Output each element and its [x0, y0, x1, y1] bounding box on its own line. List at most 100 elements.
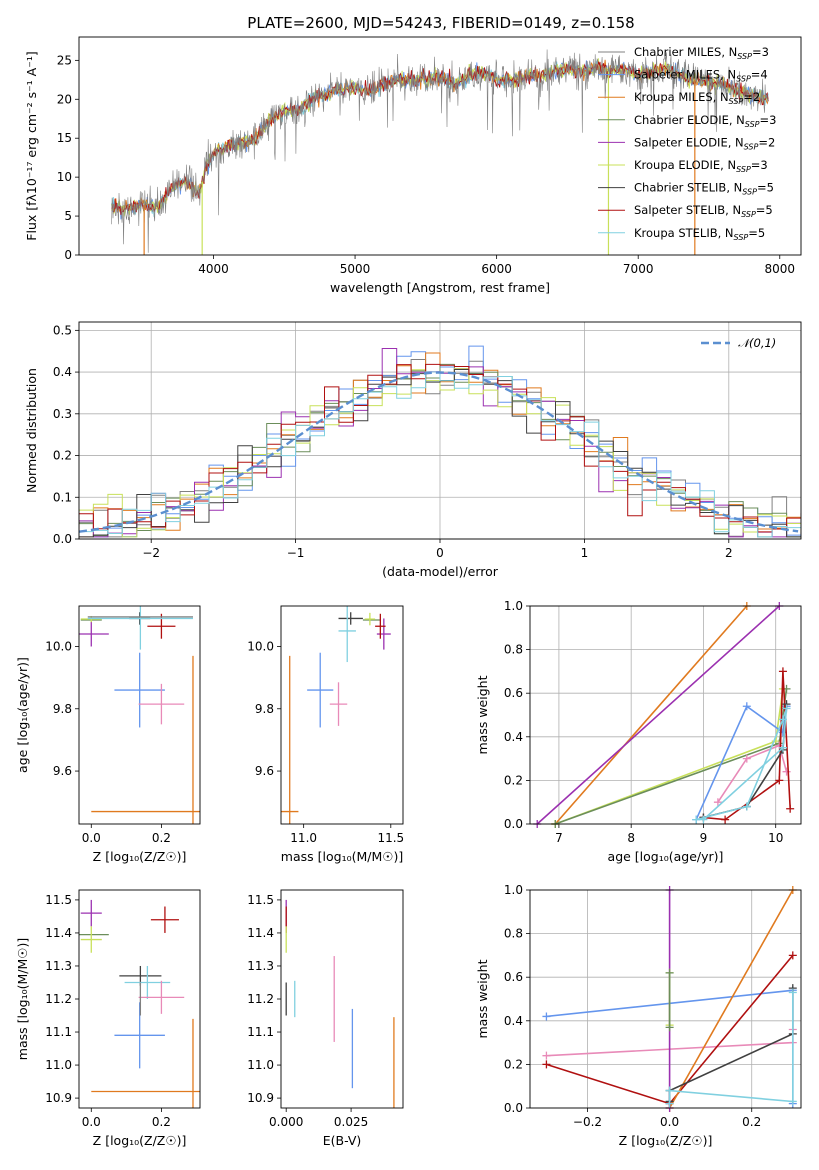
x-tick-label: −0.2 — [573, 1115, 602, 1129]
x-tick-label: 7 — [555, 831, 563, 845]
y-tick-label: 10.9 — [247, 1091, 274, 1105]
y-tick-label: 11.1 — [45, 1025, 72, 1039]
y-tick-label: 0.4 — [504, 730, 523, 744]
legend-entry: Kroupa STELIB, NSSP=5 — [634, 226, 765, 242]
series-marker — [665, 1099, 674, 1108]
series-marker — [542, 1051, 551, 1060]
legend-entry: Chabrier MILES, NSSP=3 — [634, 45, 769, 61]
histogram-series — [79, 371, 801, 538]
series-marker — [778, 667, 787, 676]
series-line — [668, 889, 794, 1109]
y-tick-label: 10.0 — [247, 639, 274, 653]
y-tick-label: 0.3 — [53, 407, 72, 421]
x-axis-label: (data-model)/error — [382, 564, 499, 579]
x-tick-label: 0.0 — [82, 831, 101, 845]
y-tick-label: 0.0 — [53, 532, 72, 546]
x-tick-label: 0.2 — [742, 1115, 761, 1129]
axes-frame — [78, 321, 802, 540]
y-axis-label: age [log₁₀(age/yr)] — [15, 657, 30, 773]
legend-entry: Salpeter STELIB, NSSP=5 — [634, 203, 773, 219]
series-marker — [542, 1060, 551, 1069]
series-marker — [775, 776, 784, 785]
series-marker — [782, 704, 791, 713]
y-tick-label: 15 — [57, 131, 72, 145]
y-tick-label: 0.0 — [504, 1101, 523, 1115]
x-tick-label: 0.0 — [82, 1115, 101, 1129]
y-tick-label: 11.2 — [45, 992, 72, 1006]
legend-entry: Chabrier STELIB, NSSP=5 — [634, 181, 774, 197]
x-tick-label: 1 — [581, 546, 589, 560]
y-axis-label: mass [log₁₀(M/M☉)] — [15, 938, 30, 1060]
errorbar-group — [79, 899, 200, 1108]
y-tick-label: 11.3 — [45, 959, 72, 973]
spectrum-lines — [111, 49, 769, 255]
errorbar-group — [281, 606, 391, 824]
spectrum-data — [111, 49, 769, 253]
y-tick-label: 10.9 — [45, 1091, 72, 1105]
legend-entry: 𝒩(0,1) — [738, 336, 776, 350]
age-vs-Z-panel: 0.0 0.2 9.6 9.8 10.0 Z [log₁₀(Z/Z☉)] age [log₁… — [15, 605, 201, 864]
axes-frame — [78, 889, 201, 1109]
x-tick-label: 11.5 — [377, 831, 404, 845]
legend-entry: Kroupa ELODIE, NSSP=3 — [634, 158, 768, 174]
x-tick-label: 0 — [436, 546, 444, 560]
y-tick-label: 10 — [57, 170, 72, 184]
x-tick-label: 2 — [725, 546, 733, 560]
x-tick-label: 0.2 — [152, 1115, 171, 1129]
massweight-vs-Z-panel: −0.2 0.0 0.2 0.0 0.2 0.4 0.6 0.8 1.0 Z [log₁₀(Z/Z… — [475, 883, 802, 1148]
legend-entry: Kroupa MILES, NSSP=2 — [634, 90, 760, 106]
axes-frame — [529, 889, 802, 1109]
y-tick-label: 9.8 — [53, 702, 72, 716]
series-line — [554, 605, 748, 825]
series-marker — [713, 798, 722, 807]
y-tick-label: 20 — [57, 92, 72, 106]
y-tick-label: 11.1 — [247, 1025, 274, 1039]
x-tick-label: −2 — [142, 546, 160, 560]
x-axis-label: Z [log₁₀(Z/Z☉)] — [93, 849, 187, 864]
y-tick-label: 0 — [64, 248, 72, 262]
y-tick-label: 1.0 — [504, 883, 523, 897]
series-marker — [692, 815, 701, 824]
y-tick-label: 11.3 — [247, 959, 274, 973]
age-vs-mass-panel: 11.0 11.5 9.6 9.8 10.0 mass [log₁₀(M/M☉)] — [247, 605, 404, 864]
x-tick-label: 11.0 — [290, 831, 317, 845]
y-axis-label: mass weight — [475, 675, 490, 754]
y-tick-label: 5 — [64, 209, 72, 223]
series-marker — [788, 1097, 797, 1106]
y-tick-label: 0.8 — [504, 927, 523, 941]
x-tick-label: 10 — [768, 831, 783, 845]
series-marker — [782, 767, 791, 776]
y-tick-label: 0.6 — [504, 686, 523, 700]
x-axis-label: Z [log₁₀(Z/Z☉)] — [93, 1133, 187, 1148]
x-tick-label: 8000 — [764, 262, 795, 276]
y-axis-label: Normed distribution — [24, 368, 39, 493]
y-tick-label: 11.2 — [247, 992, 274, 1006]
x-tick-label: 0.2 — [152, 831, 171, 845]
x-tick-label: 9 — [700, 831, 708, 845]
errorbar-group — [285, 899, 395, 1108]
legend-entry: Salpeter ELODIE, NSSP=2 — [634, 135, 775, 151]
figure-title: PLATE=2600, MJD=54243, FIBERID=0149, z=0… — [247, 14, 634, 32]
y-axis-label: Flux [fλ10⁻¹⁷ erg cm⁻² s⁻¹ A⁻¹] — [24, 51, 39, 240]
series-marker — [665, 1086, 674, 1095]
line-group — [533, 602, 795, 828]
spectrum-panel: 4000 5000 6000 7000 8000 0 5 10 15 20 25 wavelength… — [24, 36, 802, 295]
axes-frame — [78, 605, 201, 825]
series-marker — [742, 754, 751, 763]
x-tick-label: 8 — [627, 831, 635, 845]
histogram-steps — [79, 345, 801, 538]
series-line — [536, 605, 780, 825]
x-axis-label: mass [log₁₀(M/M☉)] — [281, 849, 403, 864]
series-line — [695, 705, 788, 820]
x-tick-label: 0.0 — [660, 1115, 679, 1129]
y-tick-label: 0.4 — [53, 365, 72, 379]
axes-frame — [280, 889, 404, 1109]
x-axis-label: Z [log₁₀(Z/Z☉)] — [619, 1133, 713, 1148]
y-tick-label: 11.4 — [45, 926, 72, 940]
series-marker — [788, 951, 797, 960]
y-tick-label: 0.1 — [53, 490, 72, 504]
y-tick-label: 25 — [57, 53, 72, 67]
axes-frame — [78, 36, 802, 256]
x-tick-label: 5000 — [340, 262, 371, 276]
